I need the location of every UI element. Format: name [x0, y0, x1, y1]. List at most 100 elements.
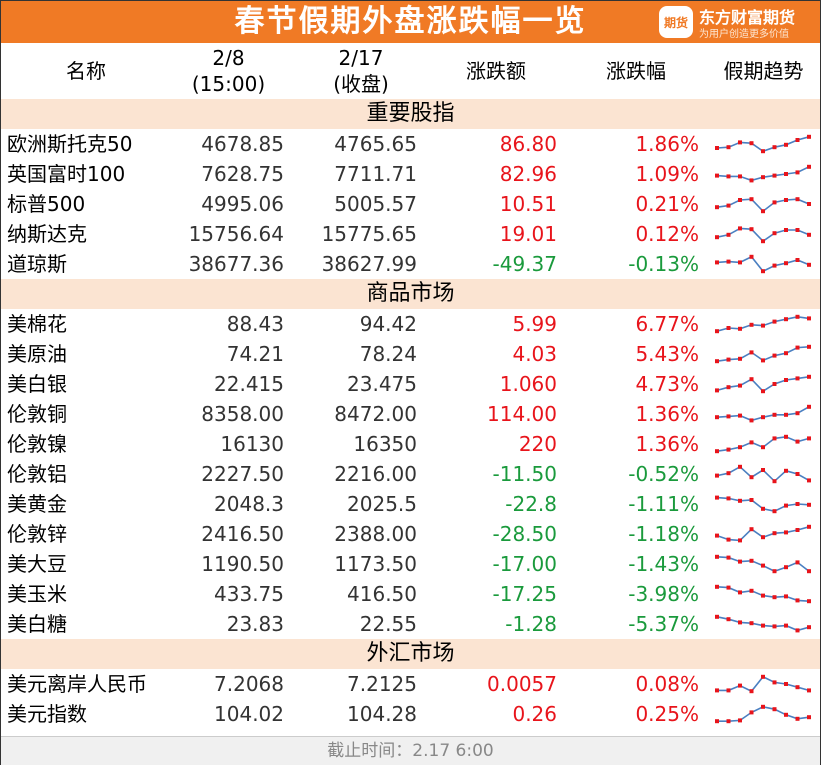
- trend-point: [784, 412, 788, 417]
- header-pct-label: 涨跌幅: [606, 59, 666, 83]
- trend-line: [716, 255, 810, 273]
- row-value-before: 16130: [220, 432, 284, 456]
- brand-slogan: 为用户创造更多价值: [699, 29, 789, 40]
- header-name-label: 名称: [66, 59, 106, 83]
- trend-point: [784, 468, 788, 473]
- section-header: 外汇市场: [1, 639, 820, 669]
- row-value-before: 4995.06: [201, 192, 284, 216]
- trend-point: [715, 688, 719, 693]
- trend-point: [749, 322, 754, 327]
- row-change-pct: -3.98%: [628, 582, 699, 606]
- trend-point: [761, 209, 765, 214]
- header-col2: 2/17 (收盘): [301, 43, 421, 99]
- row-value-after: 2025.5: [347, 492, 417, 516]
- trend-point: [738, 413, 742, 418]
- trend-point: [784, 142, 788, 147]
- header-col2-date: 2/17: [338, 46, 384, 70]
- row-name: 美白糖: [7, 612, 67, 636]
- trend-point: [715, 235, 719, 240]
- trend-point: [795, 502, 800, 506]
- row-value-after: 1173.50: [334, 552, 417, 576]
- trend-point: [715, 329, 719, 334]
- trend-point: [726, 719, 731, 724]
- trend-point: [784, 172, 788, 176]
- trend-sparkline: [715, 434, 811, 454]
- table-row: 美原油 74.21 78.24 4.03 5.43%: [1, 339, 820, 369]
- trend-point: [738, 683, 742, 688]
- trend-point: [761, 704, 765, 709]
- trend-line: [716, 616, 810, 632]
- trend-point: [807, 316, 811, 321]
- trend-point: [784, 228, 788, 232]
- row-change: -11.50: [492, 462, 557, 486]
- row-value-after: 2388.00: [334, 522, 417, 546]
- trend-point: [749, 689, 754, 694]
- trend-point: [715, 719, 719, 724]
- table-row: 欧洲斯托克50 4678.85 4765.65 86.80 1.86%: [1, 129, 820, 159]
- section-header: 重要股指: [1, 99, 820, 129]
- trend-point: [772, 412, 777, 417]
- header-col2-note: (收盘): [333, 72, 389, 96]
- trend-point: [749, 527, 754, 532]
- trend-point: [784, 594, 788, 599]
- trend-point: [749, 440, 754, 445]
- row-name: 美棉花: [7, 312, 67, 336]
- trend-point: [761, 389, 765, 394]
- trend-point: [795, 228, 800, 232]
- row-change-pct: 4.73%: [635, 372, 699, 396]
- row-value-before: 2048.3: [214, 492, 284, 516]
- table-row: 英国富时100 7628.75 7711.71 82.96 1.09%: [1, 159, 820, 189]
- trend-point: [772, 382, 777, 386]
- trend-point: [726, 232, 731, 237]
- row-name: 道琼斯: [7, 252, 67, 276]
- trend-point: [715, 473, 719, 478]
- trend-sparkline: [715, 584, 811, 604]
- trend-point: [761, 149, 765, 154]
- header-col1-date: 2/8: [212, 46, 245, 70]
- trend-point: [795, 716, 800, 721]
- row-change: 114.00: [487, 402, 557, 426]
- trend-point: [807, 569, 811, 574]
- trend-point: [784, 261, 788, 266]
- trend-sparkline: [715, 464, 811, 484]
- trend-point: [726, 617, 731, 622]
- trend-point: [795, 138, 800, 142]
- row-change: -17.25: [492, 582, 557, 606]
- trend-point: [749, 254, 754, 259]
- trend-point: [795, 472, 800, 476]
- trend-sparkline: [715, 374, 811, 394]
- row-value-before: 15756.64: [188, 222, 284, 246]
- row-value-after: 78.24: [359, 342, 417, 366]
- trend-point: [738, 464, 742, 469]
- row-change: -1.28: [505, 612, 557, 636]
- trend-point: [772, 624, 777, 629]
- trend-point: [784, 434, 788, 439]
- header-col1: 2/8 (15:00): [166, 43, 291, 99]
- row-change-pct: 0.21%: [635, 192, 699, 216]
- trend-point: [726, 357, 731, 362]
- row-value-before: 2227.50: [201, 462, 284, 486]
- trend-point: [795, 258, 800, 262]
- trend-point: [715, 584, 719, 589]
- row-value-before: 104.02: [214, 702, 284, 726]
- trend-sparkline: [715, 254, 811, 274]
- row-value-before: 1190.50: [201, 552, 284, 576]
- trend-point: [807, 688, 811, 693]
- trend-point: [761, 415, 765, 420]
- trend-sparkline: [715, 344, 811, 364]
- row-change-pct: 6.77%: [635, 312, 699, 336]
- row-change-pct: -1.18%: [628, 522, 699, 546]
- trend-point: [772, 145, 777, 150]
- trend-point: [761, 445, 765, 450]
- trend-point: [726, 203, 731, 208]
- trend-point: [715, 260, 719, 265]
- trend-point: [738, 620, 742, 625]
- trend-point: [784, 503, 788, 508]
- table-row: 美大豆 1190.50 1173.50 -17.00 -1.43%: [1, 549, 820, 579]
- row-name: 美元指数: [7, 702, 87, 726]
- row-value-before: 7.2068: [214, 672, 284, 696]
- footer-timestamp: 截止时间：2.17 6:00: [1, 736, 820, 765]
- table-row: 美棉花 88.43 94.42 5.99 6.77%: [1, 309, 820, 339]
- row-value-after: 416.50: [347, 582, 417, 606]
- header-name: 名称: [21, 43, 151, 99]
